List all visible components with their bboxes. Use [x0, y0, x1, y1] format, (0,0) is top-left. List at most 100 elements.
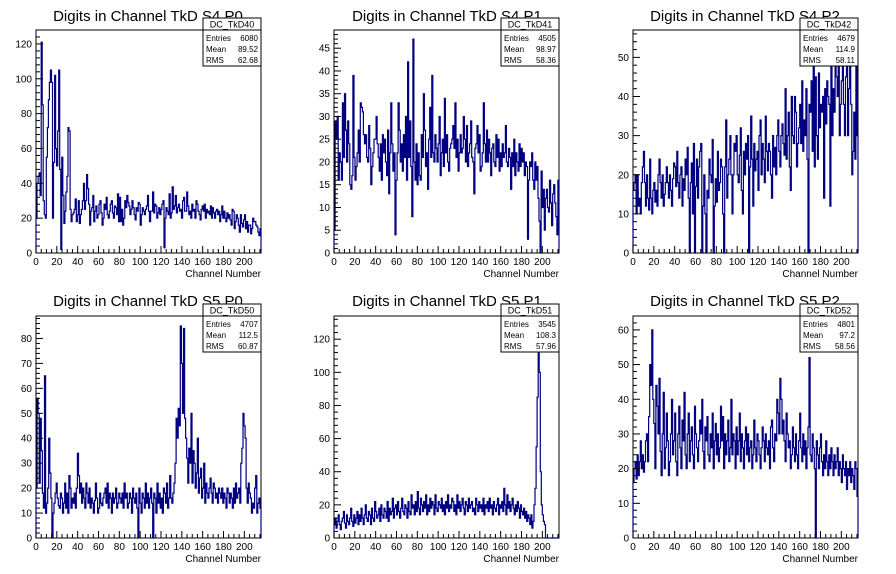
x-tick-label: 200: [534, 542, 551, 553]
x-tick-label: 100: [132, 542, 149, 553]
x-tick-label: 160: [791, 257, 808, 268]
y-tick-label: 10: [618, 499, 630, 510]
x-tick-label: 140: [471, 257, 488, 268]
y-tick-label: 50: [618, 53, 630, 64]
y-tick-label: 0: [26, 534, 32, 545]
plot-frame: [333, 29, 560, 254]
stats-rms-value: 62.68: [238, 56, 259, 65]
x-tick-label: 160: [194, 542, 211, 553]
y-tick-label: 5: [324, 226, 330, 237]
stats-entries-value: 4505: [538, 34, 556, 43]
stats-entries-label: Entries: [206, 320, 231, 329]
x-tick-label: 120: [750, 257, 767, 268]
histogram-panel-0: Digits in Channel TkD S4 P00 20 40 60 80 100 1…: [15, 8, 261, 280]
x-tick-label: 0: [33, 257, 39, 268]
stats-rms-label: RMS: [206, 342, 224, 351]
y-tick-label: 60: [21, 384, 33, 395]
x-tick-label: 160: [492, 257, 509, 268]
y-tick-label: 40: [618, 92, 630, 103]
stats-name: DC_TkD41: [508, 20, 553, 30]
y-tick-label: 0: [26, 249, 32, 260]
stats-entries-value: 4707: [240, 320, 258, 329]
y-tick-label: 40: [618, 395, 630, 406]
stats-entries-value: 6080: [240, 34, 258, 43]
x-tick-label: 80: [114, 542, 126, 553]
stats-rms-label: RMS: [504, 56, 522, 65]
y-tick-label: 35: [319, 89, 331, 100]
x-tick-label: 20: [648, 257, 660, 268]
y-tick-label: 80: [319, 401, 331, 412]
x-tick-label: 20: [349, 542, 361, 553]
x-tick-label: 80: [114, 257, 126, 268]
x-tick-label: 140: [471, 542, 488, 553]
y-tick-label: 60: [618, 325, 630, 336]
plot-frame: [35, 315, 262, 539]
stats-entries-label: Entries: [504, 34, 529, 43]
x-tick-label: 80: [711, 542, 723, 553]
stats-mean-label: Mean: [504, 45, 524, 54]
y-tick-label: 120: [15, 39, 32, 50]
x-tick-label: 200: [833, 257, 850, 268]
stats-box-frame: [500, 17, 560, 67]
x-tick-label: 120: [153, 257, 170, 268]
y-tick-label: 0: [623, 534, 629, 545]
y-tick-label: 60: [21, 144, 33, 155]
x-tick-label: 140: [770, 257, 787, 268]
x-tick-label: 100: [132, 257, 149, 268]
y-tick-label: 30: [618, 131, 630, 142]
y-tick-label: 50: [618, 360, 630, 371]
x-tick-label: 100: [430, 542, 447, 553]
x-tick-label: 60: [690, 542, 702, 553]
stats-rms-value: 58.11: [836, 56, 856, 65]
y-tick-label: 40: [21, 179, 33, 190]
x-tick-label: 60: [93, 542, 105, 553]
stats-name: DC_TkD52: [807, 306, 852, 316]
stats-mean-value: 97.2: [839, 331, 855, 340]
stats-entries-label: Entries: [803, 34, 828, 43]
x-tick-label: 160: [492, 542, 509, 553]
x-tick-label: 0: [33, 542, 39, 553]
stats-rms-label: RMS: [504, 342, 522, 351]
stats-mean-label: Mean: [803, 45, 823, 54]
y-tick-label: 0: [623, 249, 629, 260]
chart-title: Digits in Channel TkD S4 P1: [352, 8, 542, 25]
stats-mean-value: 112.5: [239, 331, 259, 340]
stats-box: DC_TkD42 Entries 4679 Mean 114.9 RMS 58.11: [799, 17, 859, 67]
histogram-panel-2: Digits in Channel TkD S4 P20 20 40 60 80 100 1…: [618, 8, 859, 280]
plot-frame: [333, 315, 560, 539]
stats-entries-label: Entries: [803, 320, 828, 329]
stats-rms-label: RMS: [803, 56, 821, 65]
x-tick-label: 200: [833, 542, 850, 553]
stats-mean-value: 114.9: [836, 45, 856, 54]
y-tick-label: 20: [319, 157, 331, 168]
stats-name: DC_TkD51: [508, 306, 553, 316]
x-tick-label: 180: [215, 542, 232, 553]
stats-entries-value: 4801: [837, 320, 855, 329]
y-tick-label: 40: [319, 66, 331, 77]
histogram-panel-3: Digits in Channel TkD S5 P00 20 40 60 80 100 1…: [21, 293, 262, 565]
y-tick-label: 100: [15, 74, 32, 85]
x-axis-label: Channel Number: [185, 269, 261, 280]
y-tick-label: 20: [618, 170, 630, 181]
x-tick-label: 120: [750, 542, 767, 553]
x-tick-label: 40: [72, 257, 84, 268]
y-tick-label: 0: [324, 249, 330, 260]
x-tick-label: 40: [72, 542, 84, 553]
x-tick-label: 80: [412, 542, 424, 553]
stats-mean-label: Mean: [206, 45, 226, 54]
x-tick-label: 140: [173, 542, 190, 553]
y-tick-label: 15: [319, 180, 331, 191]
stats-name: DC_TkD50: [210, 306, 255, 316]
stats-rms-value: 57.96: [536, 342, 557, 351]
y-tick-label: 20: [21, 214, 33, 225]
x-tick-label: 140: [770, 542, 787, 553]
stats-box-frame: [500, 303, 560, 353]
x-tick-label: 80: [711, 257, 723, 268]
y-tick-label: 30: [21, 459, 33, 470]
histogram-series: [632, 329, 859, 539]
x-tick-label: 0: [331, 542, 337, 553]
x-axis-label: Channel Number: [483, 269, 559, 280]
stats-box-frame: [202, 303, 262, 353]
x-tick-label: 200: [236, 257, 253, 268]
